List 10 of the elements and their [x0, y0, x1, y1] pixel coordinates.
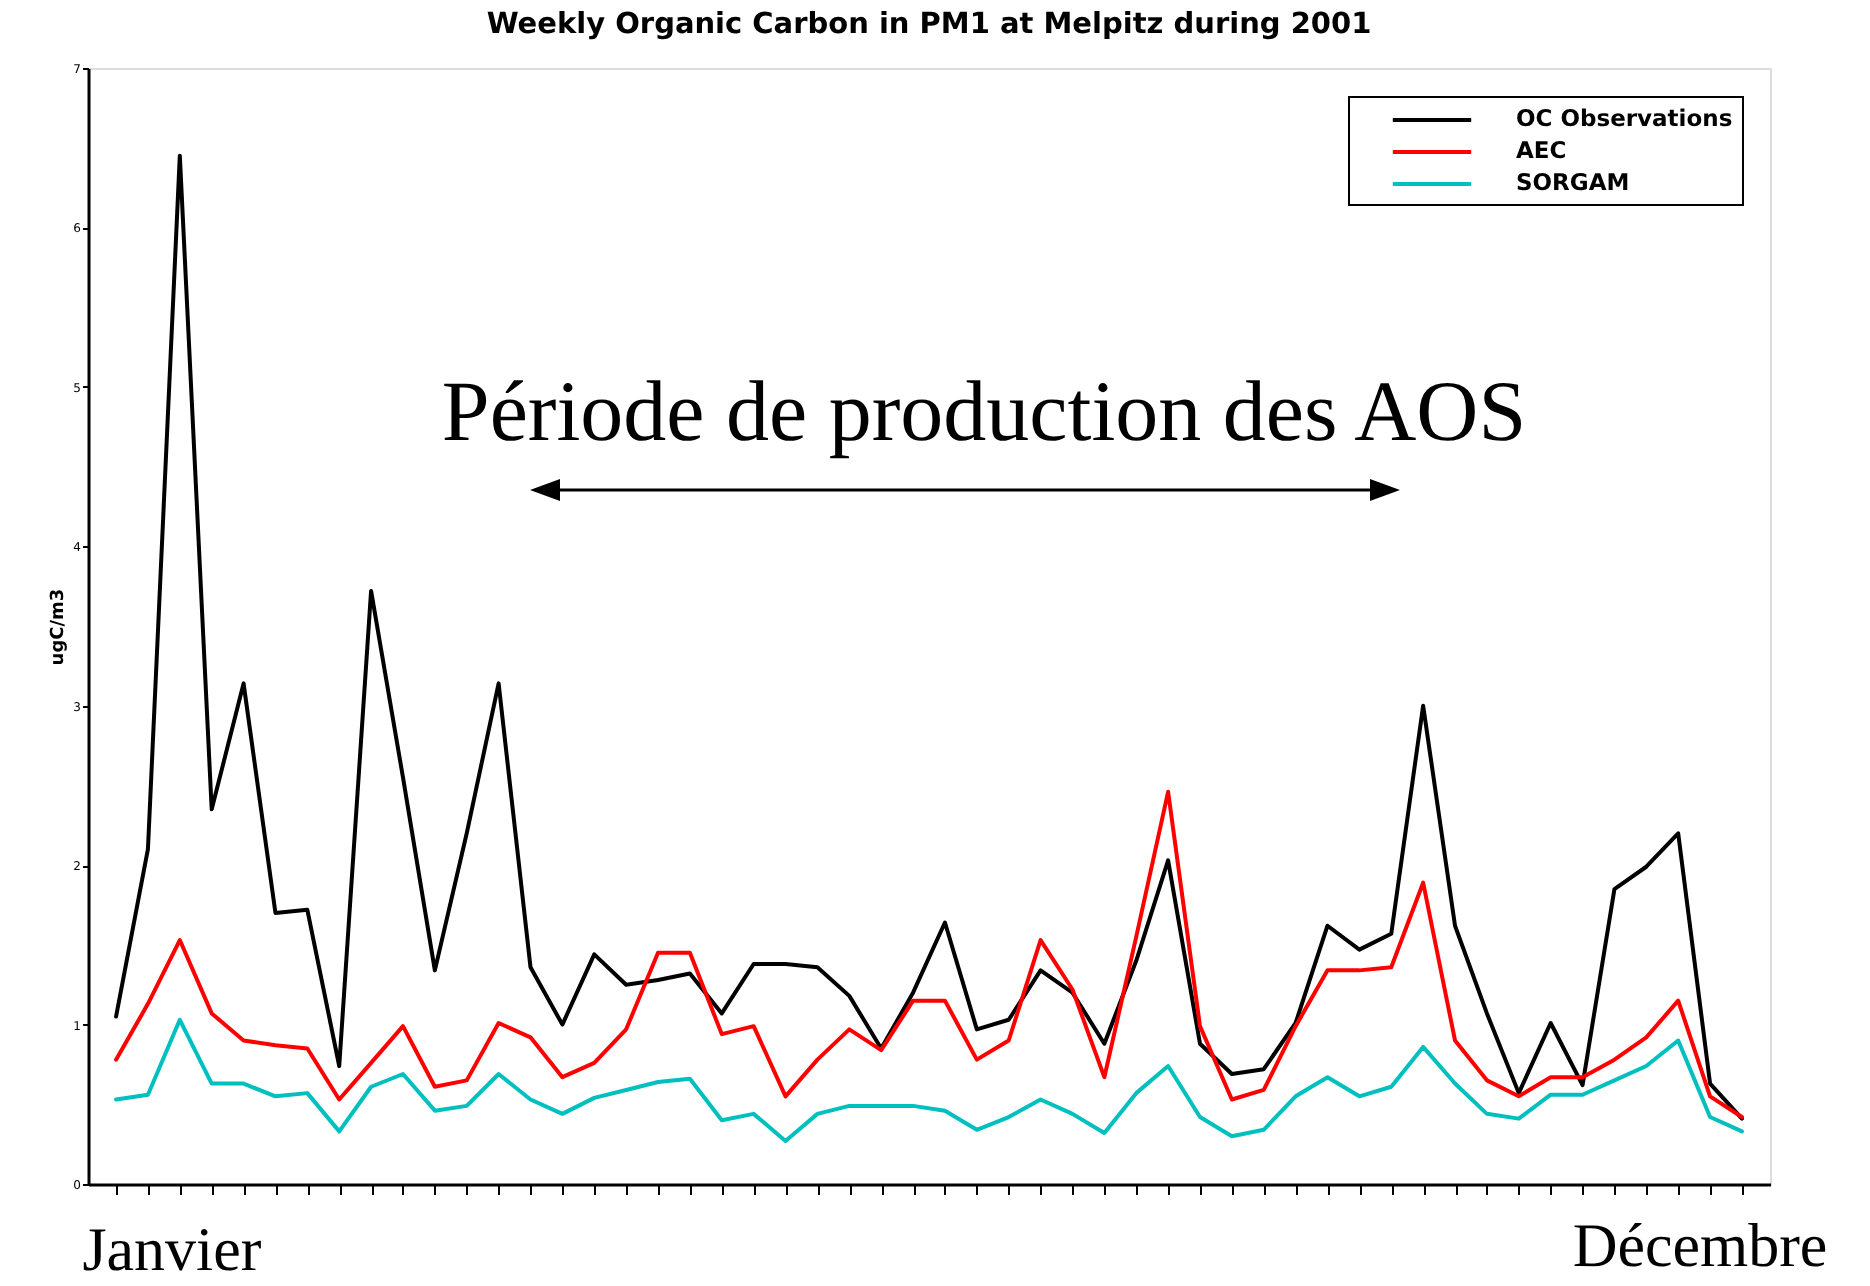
legend-label: OC Observations: [1516, 104, 1733, 132]
legend-label: AEC: [1516, 136, 1567, 164]
text: Janvier: [82, 1214, 263, 1284]
line-series: [114, 789, 1744, 1120]
y-axis-title: ugC/m3: [49, 588, 70, 666]
legend-label: SORGAM: [1516, 168, 1630, 196]
annotation: Période de production des AOS: [441, 366, 1527, 460]
chart-title: Weekly Organic Carbon in PM1 at Melpitz during 2001: [486, 9, 1372, 41]
text: Décembre: [1572, 1210, 1828, 1280]
line-series: [114, 1017, 1744, 1143]
